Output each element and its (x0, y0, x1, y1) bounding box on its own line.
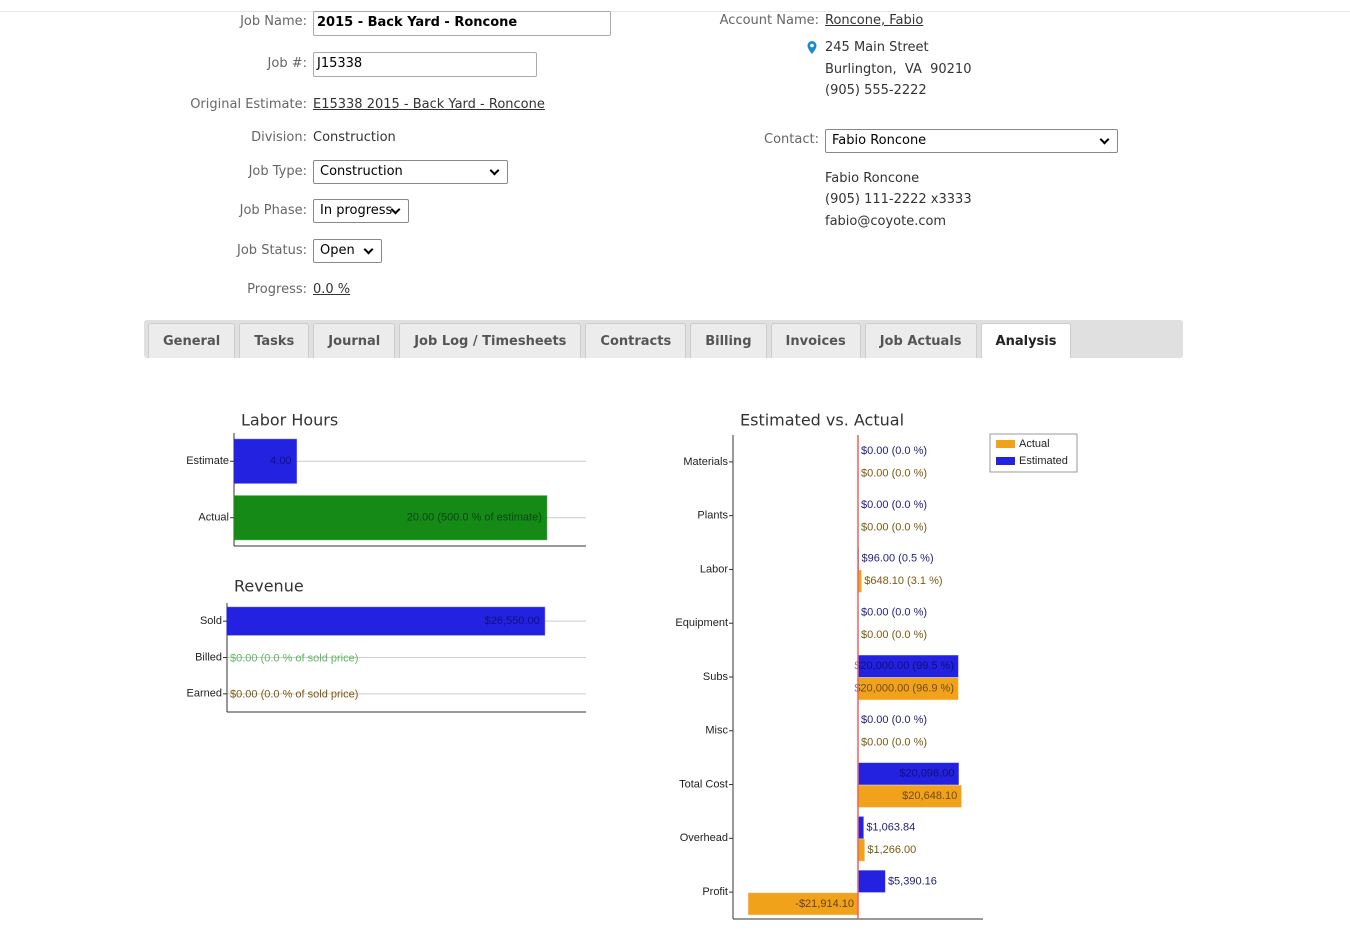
field-label: Division: (251, 130, 307, 145)
field-label: Job #: (267, 56, 307, 71)
data-label: $0.00 (0.0 %) (861, 629, 927, 641)
data-label: $1,266.00 (867, 844, 916, 856)
tab[interactable]: Invoices (770, 323, 861, 358)
bar (233, 495, 548, 541)
chart-title: Revenue (234, 577, 304, 596)
tab[interactable]: Journal (313, 323, 396, 358)
tab[interactable]: Billing (690, 323, 767, 358)
y-tick-label: Overhead (680, 832, 728, 844)
y-tick-label: Estimate (186, 455, 229, 467)
job-name-input[interactable]: 2015 - Back Yard - Roncone (313, 11, 611, 36)
job-status-select[interactable]: Open (313, 239, 382, 263)
y-tick-label: Misc (705, 725, 728, 737)
progress-link[interactable]: 0.0 % (313, 282, 351, 297)
contact-detail: (905) 111-2222 x3333 (825, 192, 972, 207)
data-label: $0.00 (0.0 %) (861, 714, 927, 726)
divider (0, 11, 1350, 12)
y-tick-label: Actual (198, 512, 229, 524)
y-tick-label: Equipment (675, 617, 728, 629)
y-tick-label: Subs (703, 671, 729, 683)
contact-detail: fabio@coyote.com (825, 214, 947, 229)
data-label: $20,096.00 (899, 768, 954, 780)
job-number-input[interactable]: J15338 (313, 52, 537, 77)
data-label: $26,550.00 (485, 615, 540, 627)
y-tick-label: Plants (697, 510, 728, 522)
y-tick-label: Profit (702, 886, 728, 898)
chart-title: Labor Hours (241, 411, 338, 430)
data-label: $648.10 (3.1 %) (864, 575, 942, 587)
address-line: Burlington, VA 90210 (825, 62, 972, 77)
data-label: $0.00 (0.0 %) (861, 499, 927, 511)
legend-label: Estimated (1019, 455, 1068, 467)
tab-bar: General Tasks Journal Job Log / Timesheets C… (144, 320, 1183, 358)
data-label: $20,000.00 (99.5 %) (854, 660, 954, 672)
field-label: Progress: (247, 282, 307, 297)
address-line: 245 Main Street (825, 40, 929, 55)
legend: Actual Estimated (989, 433, 1078, 473)
field-label: Job Name: (240, 14, 307, 29)
contact-select[interactable]: Fabio Roncone (825, 129, 1118, 153)
legend-label: Actual (1019, 438, 1050, 450)
bar (226, 606, 546, 636)
tab[interactable]: General (148, 323, 236, 358)
field-label: Contact: (764, 132, 819, 147)
legend-swatch (996, 440, 1015, 448)
address-line: (905) 555-2222 (825, 83, 927, 98)
data-label: $20,000.00 (96.9 %) (854, 683, 954, 695)
bar (857, 816, 864, 839)
y-tick-label: Earned (187, 688, 222, 700)
data-label: $0.00 (0.0 %) (861, 445, 927, 457)
data-label: $20,648.10 (902, 790, 957, 802)
division-value: Construction (313, 130, 396, 145)
data-label: -$21,914.10 (795, 898, 854, 910)
job-type-select[interactable]: Construction (313, 160, 508, 184)
y-tick-label: Billed (195, 651, 222, 663)
contact-detail: Fabio Roncone (825, 171, 920, 186)
field-label: Job Phase: (239, 203, 307, 218)
data-label: $0.00 (0.0 %) (861, 736, 927, 748)
chart-title: Estimated vs. Actual (740, 411, 904, 430)
estimate-link[interactable]: E15338 2015 - Back Yard - Roncone (313, 97, 545, 112)
y-tick-label: Sold (200, 615, 222, 627)
job-phase-select[interactable]: In progress (313, 199, 409, 223)
tab[interactable]: Job Actuals (864, 323, 977, 358)
data-label: $0.00 (0.0 % of sold price) (230, 689, 358, 701)
y-tick-label: Labor (700, 563, 728, 575)
field-label: Job Status: (237, 243, 307, 258)
bar (857, 838, 865, 862)
field-label: Original Estimate: (190, 97, 307, 112)
bar (857, 870, 886, 893)
y-tick-label: Total Cost (679, 778, 728, 790)
tab[interactable]: Analysis (980, 323, 1072, 358)
data-label: $1,063.84 (866, 821, 915, 833)
tab[interactable]: Tasks (239, 323, 310, 358)
location-icon (807, 41, 817, 54)
data-label: $0.00 (0.0 %) (861, 606, 927, 618)
data-label: $0.00 (0.0 %) (861, 521, 927, 533)
bar (233, 438, 298, 484)
data-label: $0.00 (0.0 % of sold price) (230, 652, 358, 664)
field-label: Job Type: (248, 164, 307, 179)
y-tick-label: Materials (683, 456, 728, 468)
tab[interactable]: Job Log / Timesheets (399, 323, 582, 358)
data-label: $5,390.16 (888, 875, 937, 887)
data-label: 20.00 (500.0 % of estimate) (407, 512, 542, 524)
tab[interactable]: Contracts (585, 323, 687, 358)
account-link[interactable]: Roncone, Fabio (825, 13, 924, 28)
field-label: Account Name: (719, 13, 819, 28)
data-label: $96.00 (0.5 %) (861, 553, 933, 565)
data-label: 4.00 (270, 455, 291, 467)
data-label: $0.00 (0.0 %) (861, 468, 927, 480)
legend-swatch (996, 457, 1015, 465)
